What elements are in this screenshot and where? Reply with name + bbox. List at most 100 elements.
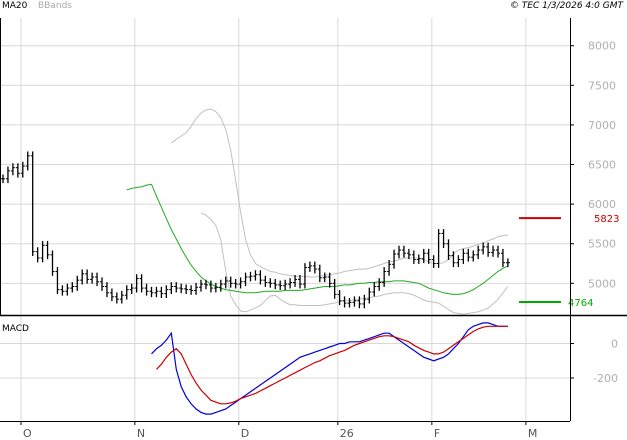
- x-axis: O N D 26 F M: [20, 421, 538, 440]
- price-bar: [75, 275, 80, 291]
- x-tick-label: F: [434, 427, 440, 440]
- price-bar: [109, 288, 114, 302]
- price-bar: [421, 248, 426, 264]
- price-bar: [15, 163, 20, 178]
- price-bar: [238, 277, 243, 289]
- support-label: 4764: [568, 298, 593, 309]
- price-bar: [134, 274, 139, 293]
- indicator-ma20-label: MA20: [2, 1, 28, 11]
- price-bar: [258, 270, 263, 285]
- price-bar: [416, 254, 421, 264]
- price-bar: [174, 282, 179, 293]
- indicator-bbands-label: BBands: [38, 1, 72, 11]
- price-tick-label: 7500: [588, 79, 616, 92]
- macd-grid: [0, 316, 570, 421]
- price-bar: [199, 279, 203, 292]
- price-bar: [273, 278, 278, 290]
- macd-tick-label: -200: [593, 372, 618, 385]
- price-bar: [85, 269, 90, 284]
- price-bar: [372, 282, 377, 297]
- price-bar: [243, 272, 248, 287]
- price-bar: [268, 278, 273, 288]
- price-bar: [154, 286, 159, 298]
- price-bar: [332, 278, 337, 299]
- price-y-axis: 5000 5500 6000 6500 7000 7500 8000: [570, 40, 616, 290]
- price-bar: [491, 245, 496, 257]
- price-bar: [114, 292, 119, 304]
- price-bar: [293, 275, 298, 287]
- price-bar: [263, 275, 268, 287]
- price-bar: [357, 296, 362, 309]
- price-bar: [40, 240, 45, 263]
- price-bar: [377, 278, 382, 291]
- price-bar: [169, 282, 174, 295]
- price-bar: [159, 286, 164, 298]
- price-bar: [55, 267, 60, 295]
- price-bar: [471, 250, 476, 262]
- price-bar: [367, 287, 372, 304]
- price-bar: [179, 283, 184, 294]
- macd-line: [151, 322, 508, 415]
- price-bar: [50, 250, 55, 276]
- price-bar: [203, 279, 208, 290]
- price-bar: [302, 263, 307, 289]
- price-bar: [80, 269, 85, 285]
- resistance-label: 5823: [594, 214, 619, 225]
- price-bar: [60, 285, 65, 296]
- price-bar: [288, 278, 293, 289]
- price-tick-label: 5000: [588, 277, 616, 290]
- macd-panel-title: MACD: [2, 324, 29, 334]
- price-bar: [1, 174, 5, 184]
- price-bar: [149, 286, 154, 298]
- price-bar: [476, 245, 481, 260]
- price-bar: [446, 239, 451, 260]
- price-bar: [65, 283, 70, 296]
- x-tick-label: N: [137, 427, 145, 440]
- price-bar: [100, 277, 104, 291]
- price-tick-label: 6500: [588, 159, 616, 172]
- price-bar: [164, 285, 169, 298]
- macd-y-axis: 0 -200: [570, 338, 618, 385]
- price-bar: [451, 251, 456, 268]
- price-bar: [35, 247, 40, 263]
- price-bar: [184, 284, 189, 295]
- price-bar: [119, 290, 124, 304]
- price-bar: [129, 283, 134, 295]
- price-bar: [208, 280, 213, 293]
- price-bar: [307, 261, 312, 272]
- price-bar: [312, 261, 317, 274]
- macd-tick-label: 0: [611, 338, 618, 351]
- price-bar: [441, 229, 446, 249]
- price-bar: [25, 151, 30, 171]
- price-bar: [337, 290, 342, 306]
- x-tick-label: O: [23, 427, 32, 440]
- price-bar: [218, 279, 223, 292]
- price-bar: [139, 274, 144, 293]
- macd-signal-line: [156, 325, 508, 405]
- price-tick-label: 6000: [588, 198, 616, 211]
- price-bar: [505, 258, 510, 268]
- price-bar: [401, 245, 406, 258]
- ma20-line: [126, 183, 509, 295]
- price-bar: [10, 163, 15, 176]
- x-tick-label: 26: [340, 427, 354, 440]
- price-bar: [431, 255, 436, 268]
- price-bar: [253, 270, 258, 281]
- price-bar: [189, 285, 194, 295]
- price-bar: [411, 250, 416, 264]
- price-bar: [322, 272, 327, 283]
- price-bar: [283, 279, 288, 291]
- price-bar: [387, 259, 392, 276]
- price-bar: [426, 248, 431, 264]
- price-grid: [0, 18, 570, 315]
- price-bar: [5, 166, 10, 184]
- price-bar: [496, 245, 500, 258]
- price-bar: [70, 282, 75, 293]
- price-bar: [223, 276, 228, 289]
- price-bar: [347, 297, 352, 308]
- x-tick-label: M: [528, 427, 538, 440]
- price-bar: [233, 278, 238, 289]
- price-bar: [500, 248, 505, 268]
- price-bar: [342, 296, 347, 308]
